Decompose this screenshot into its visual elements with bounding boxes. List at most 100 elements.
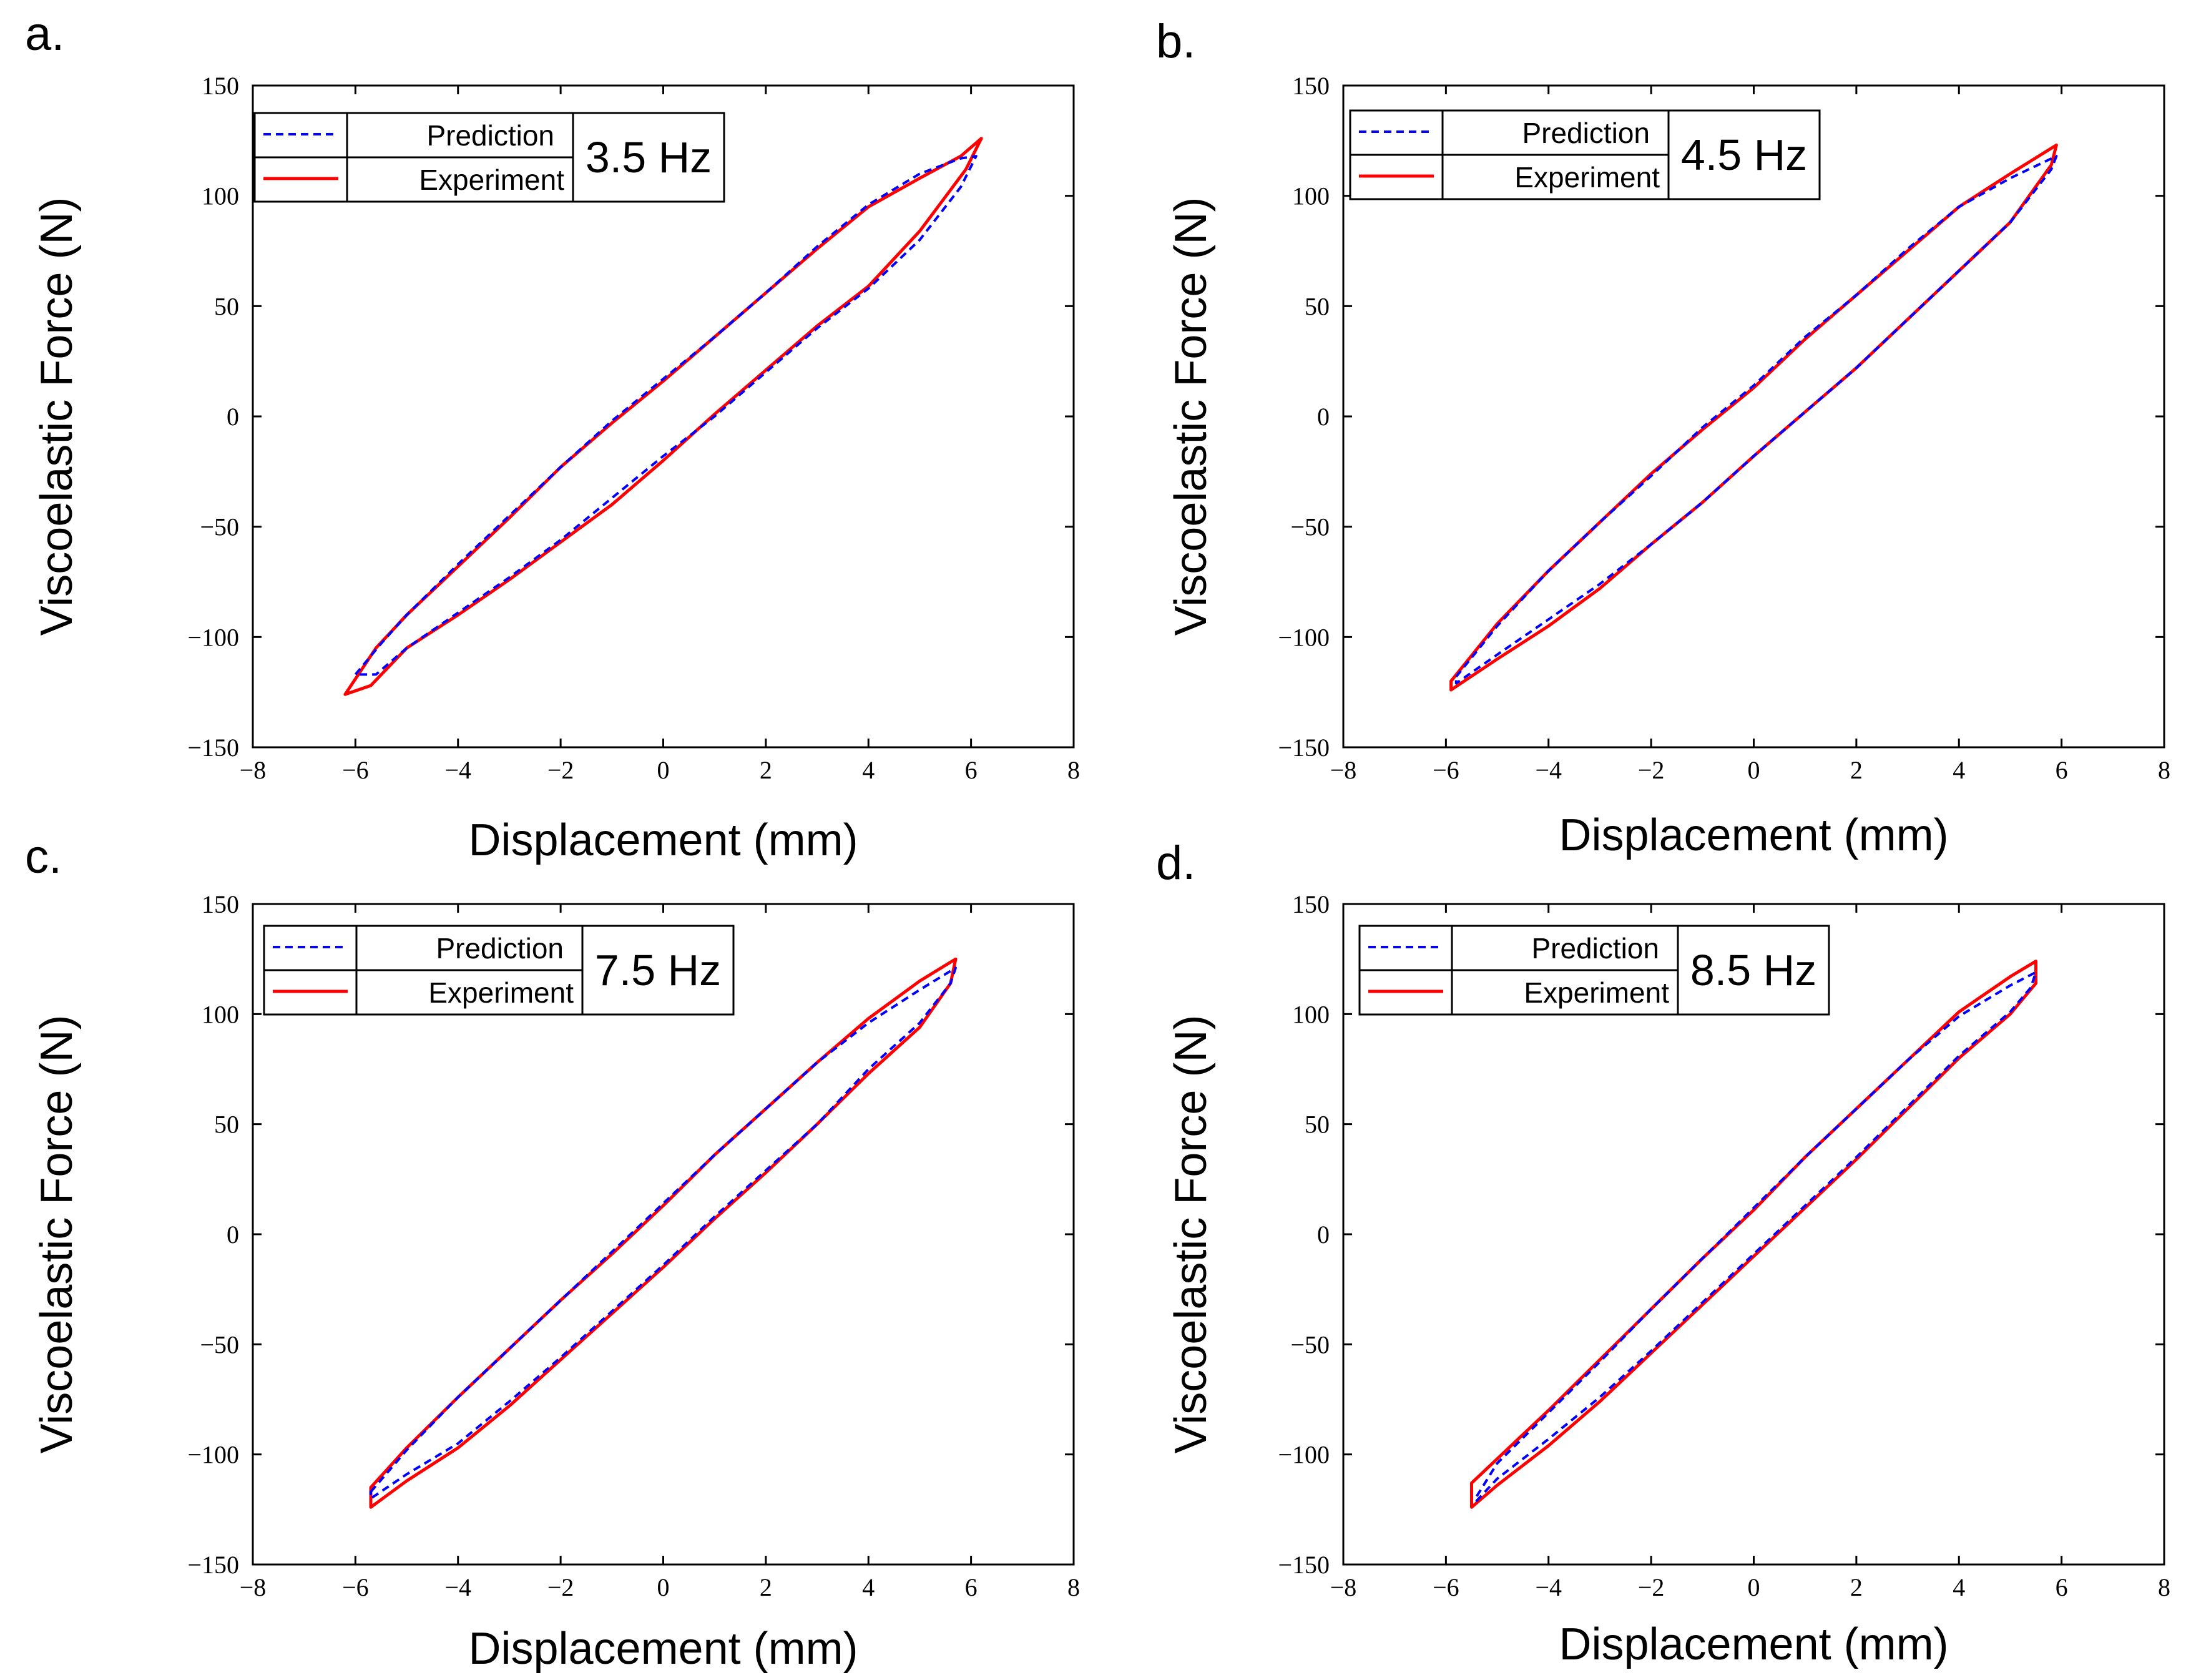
panel-letter: c. [25, 830, 62, 883]
x-tick-label: 8 [2158, 756, 2170, 784]
legend: Prediction Experiment 7.5 Hz [263, 925, 735, 1016]
x-axis-label: Displacement (mm) [1559, 810, 1948, 860]
x-tick-label: 6 [965, 1573, 978, 1601]
x-tick-label: −6 [1433, 1573, 1459, 1601]
y-axis-label: Viscoelastic Force (N) [32, 197, 82, 636]
y-tick-label: −150 [187, 734, 239, 762]
legend: Prediction Experiment 8.5 Hz [1358, 925, 1830, 1016]
legend-experiment-label: Experiment [419, 164, 564, 196]
y-tick-label: 100 [1292, 1000, 1330, 1028]
chart-panel-2: b. −8 −6 −4 −2 0 2 4 6 8 −150 −100 −50 0 50 100 150 Displ… [1156, 15, 2170, 860]
x-tick-label: −4 [1535, 756, 1562, 784]
x-axis-label: Displacement (mm) [468, 815, 858, 865]
y-tick-label: 0 [1317, 403, 1330, 431]
y-tick-label: −100 [1278, 623, 1330, 651]
legend-prediction-label: Prediction [426, 119, 554, 152]
legend-experiment-label: Experiment [428, 976, 574, 1009]
frequency-box [581, 925, 735, 1016]
panel-letter: d. [1156, 837, 1195, 890]
y-axis-label: Viscoelastic Force (N) [1166, 197, 1216, 636]
x-tick-label: −2 [547, 1573, 574, 1601]
x-tick-label: 0 [1748, 1573, 1760, 1601]
x-tick-label: 6 [2056, 1573, 2068, 1601]
series-experiment-line [1449, 143, 2058, 692]
frequency-label: 7.5 Hz [595, 946, 721, 995]
x-tick-label: 4 [1953, 756, 1965, 784]
x-tick-label: −4 [444, 756, 471, 784]
x-tick-label: −4 [444, 1573, 471, 1601]
x-tick-label: 8 [2158, 1573, 2170, 1601]
x-tick-label: −6 [342, 1573, 369, 1601]
x-tick-label: −8 [1330, 756, 1357, 784]
y-tick-label: 100 [202, 182, 239, 210]
y-tick-label: 100 [1292, 182, 1330, 210]
y-tick-label: 0 [227, 1221, 239, 1249]
y-tick-label: 0 [1317, 1221, 1330, 1249]
x-tick-label: −8 [240, 756, 267, 784]
y-tick-label: −50 [200, 1330, 239, 1358]
x-tick-label: 2 [760, 1573, 772, 1601]
series-experiment-line [343, 137, 983, 696]
frequency-box [572, 112, 725, 203]
panel-letter: a. [25, 7, 64, 61]
series-experiment-line [369, 957, 958, 1509]
legend-prediction-label: Prediction [1522, 117, 1650, 149]
y-tick-label: −50 [200, 513, 239, 541]
x-tick-label: 2 [1850, 1573, 1863, 1601]
y-tick-label: 150 [1292, 890, 1330, 918]
y-tick-label: 100 [202, 1000, 239, 1028]
x-tick-label: −2 [547, 756, 574, 784]
series-experiment-line [1470, 960, 2037, 1509]
x-tick-label: −8 [1330, 1573, 1357, 1601]
y-tick-label: 50 [214, 292, 239, 320]
x-tick-label: 4 [862, 756, 875, 784]
y-tick-label: −50 [1290, 1330, 1330, 1358]
x-tick-label: 2 [1850, 756, 1863, 784]
x-tick-label: 8 [1067, 1573, 1080, 1601]
x-tick-label: −8 [240, 1573, 267, 1601]
y-tick-label: −100 [187, 1441, 239, 1469]
y-tick-label: −100 [1278, 1441, 1330, 1469]
legend: Prediction Experiment 3.5 Hz [253, 112, 725, 203]
y-axis-label: Viscoelastic Force (N) [32, 1015, 82, 1454]
y-tick-label: 150 [202, 890, 239, 918]
panel-letter: b. [1156, 15, 1195, 68]
y-tick-label: −150 [1278, 734, 1330, 762]
x-tick-label: −6 [342, 756, 369, 784]
y-axis-label: Viscoelastic Force (N) [1166, 1015, 1216, 1454]
y-tick-label: 50 [1305, 292, 1330, 320]
legend-experiment-label: Experiment [1524, 976, 1669, 1009]
x-tick-label: −2 [1638, 1573, 1665, 1601]
x-tick-label: 6 [2056, 756, 2068, 784]
x-tick-label: 6 [965, 756, 978, 784]
y-tick-label: −150 [1278, 1551, 1330, 1579]
frequency-label: 4.5 Hz [1681, 130, 1807, 179]
legend: Prediction Experiment 4.5 Hz [1349, 109, 1821, 200]
x-tick-label: −2 [1638, 756, 1665, 784]
frequency-label: 3.5 Hz [586, 133, 712, 182]
x-tick-label: 8 [1067, 756, 1080, 784]
y-tick-label: 150 [202, 72, 239, 100]
x-axis-label: Displacement (mm) [468, 1624, 858, 1674]
x-tick-label: 4 [862, 1573, 875, 1601]
series-prediction-line [370, 966, 957, 1500]
x-axis-label: Displacement (mm) [1559, 1619, 1948, 1669]
y-tick-label: 50 [214, 1111, 239, 1139]
chart-panel-3: c. −8 −6 −4 −2 0 2 4 6 8 −150 −100 −50 0 50 100 150 Displ… [25, 830, 1080, 1674]
x-tick-label: 4 [1953, 1573, 1965, 1601]
y-tick-label: 50 [1305, 1111, 1330, 1139]
frequency-box [1677, 925, 1830, 1016]
y-tick-label: 150 [1292, 72, 1330, 100]
y-tick-label: −100 [187, 623, 239, 651]
frequency-label: 8.5 Hz [1690, 946, 1816, 995]
y-tick-label: −50 [1290, 513, 1330, 541]
chart-panel-1: a. −8 −6 −4 −2 0 2 4 6 8 −150 −100 −50 0 50 100 150 Displ… [25, 7, 1080, 865]
legend-experiment-label: Experiment [1514, 161, 1660, 194]
y-tick-label: −150 [187, 1551, 239, 1579]
x-tick-label: −4 [1535, 1573, 1562, 1601]
series-prediction-line [354, 155, 978, 676]
x-tick-label: 0 [657, 1573, 670, 1601]
x-tick-label: 0 [1748, 756, 1760, 784]
